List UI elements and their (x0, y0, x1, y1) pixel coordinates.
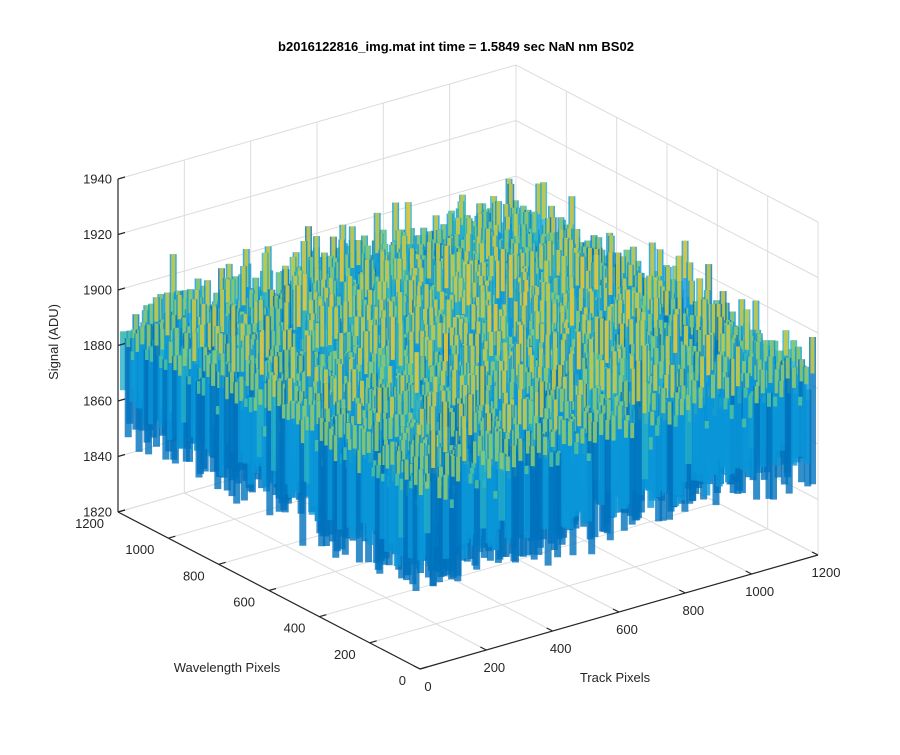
surface (124, 179, 813, 591)
grid-line (118, 65, 818, 222)
chart-title: b2016122816_img.mat int time = 1.5849 se… (278, 39, 634, 54)
